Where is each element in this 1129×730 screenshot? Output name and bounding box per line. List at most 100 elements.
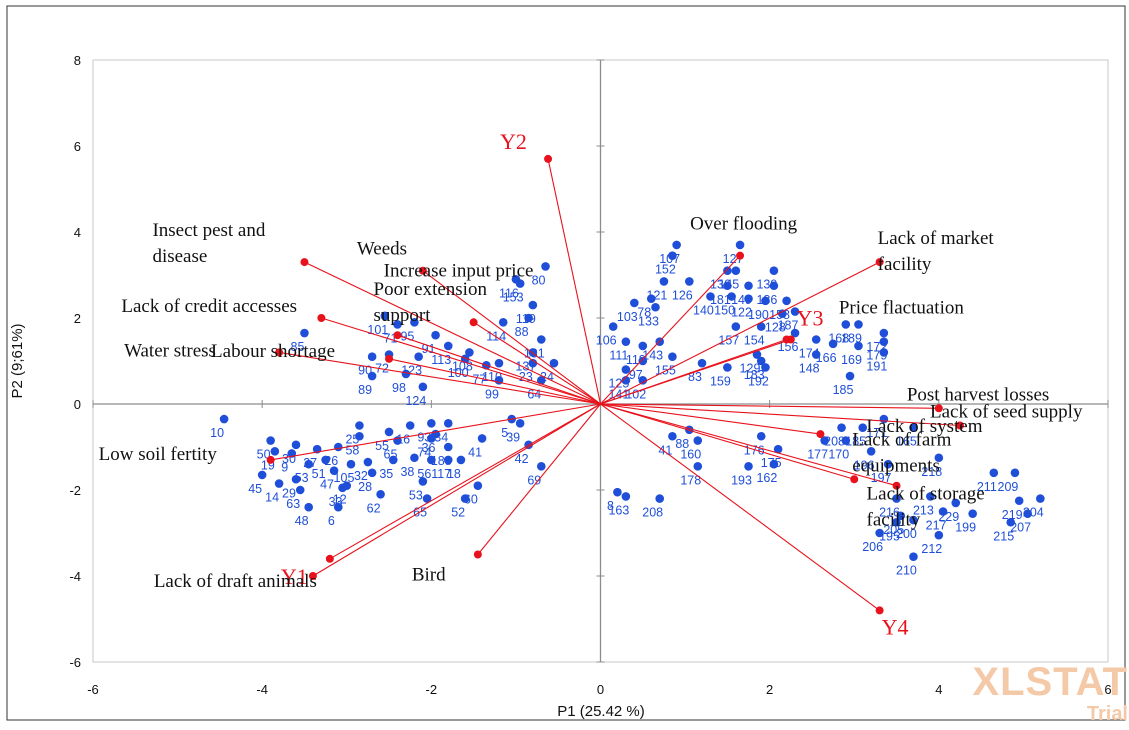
observation-point bbox=[418, 477, 428, 486]
observation-label: 189 bbox=[841, 331, 862, 345]
observation-point bbox=[380, 311, 390, 321]
observation-label: 89 bbox=[358, 383, 372, 397]
variable-vector-label: Lack of storage facility bbox=[867, 484, 985, 531]
variable-vector-label: Over flooding bbox=[690, 214, 798, 235]
observation-label: 16 bbox=[396, 433, 410, 447]
observation-point bbox=[346, 459, 356, 469]
observation-point bbox=[756, 431, 766, 441]
observation-point bbox=[811, 335, 821, 344]
observation-point bbox=[841, 320, 851, 329]
observation-label: 213 bbox=[913, 503, 934, 517]
observation-point bbox=[300, 328, 309, 338]
variable-vector-label: Post harvest losses bbox=[907, 384, 1049, 405]
observation-point bbox=[778, 309, 787, 319]
observation-point bbox=[769, 459, 779, 469]
variable-vector-line bbox=[397, 334, 601, 405]
observation-point bbox=[693, 436, 703, 445]
observation-label: 41 bbox=[658, 443, 672, 457]
observation-label: 42 bbox=[515, 452, 529, 466]
observation-label: 152 bbox=[655, 263, 676, 277]
variable-vector-point bbox=[469, 318, 478, 327]
variable-label-line: Lack of system bbox=[866, 416, 982, 437]
variable-vector-point bbox=[850, 475, 859, 484]
response-vector-line bbox=[547, 158, 602, 405]
observation-label: 150 bbox=[714, 304, 735, 318]
observation-point bbox=[756, 356, 766, 366]
variable-vector-point bbox=[934, 404, 943, 413]
variable-vector-label: Lack of market facility bbox=[878, 228, 995, 275]
observation-point bbox=[414, 352, 423, 362]
observation-point bbox=[418, 382, 428, 392]
observation-label: 12 bbox=[333, 493, 347, 507]
variable-vector-label: Lack of seed supply bbox=[930, 402, 1083, 423]
observation-point bbox=[405, 421, 415, 430]
observation-point bbox=[879, 348, 889, 357]
observation-label: 193 bbox=[731, 473, 752, 487]
observation-label: 5 bbox=[501, 426, 508, 440]
observation-point bbox=[668, 352, 677, 362]
observation-point bbox=[422, 494, 432, 503]
variable-label-line: Lack of draft animals bbox=[154, 571, 317, 592]
response-vector-label: Y1 bbox=[281, 564, 308, 589]
variable-label-line: Labour shortage bbox=[211, 341, 335, 362]
observation-label: 143 bbox=[642, 349, 663, 363]
observation-label: 88 bbox=[675, 437, 689, 451]
observation-point bbox=[989, 468, 999, 478]
variable-label-line: Bird bbox=[412, 565, 446, 586]
variable-label-line: Lack of market bbox=[878, 228, 995, 249]
observation-point bbox=[854, 320, 863, 329]
variable-vector-line bbox=[600, 261, 880, 405]
vector-labels-layer: Y1 Y2 Y3 Y4 Insect pest and disease Weeds Lack … bbox=[99, 129, 1083, 640]
variable-label-line: disease bbox=[152, 246, 207, 267]
observation-label: 26 bbox=[324, 454, 338, 468]
observation-label: 78 bbox=[637, 306, 651, 320]
variable-vector-label: Insect pest and disease bbox=[152, 220, 265, 267]
observation-point bbox=[621, 365, 631, 374]
observation-label: 156 bbox=[778, 340, 799, 354]
observation-point bbox=[266, 436, 275, 445]
observation-label: 153 bbox=[503, 291, 524, 305]
variable-vector-label: Labour shortage bbox=[211, 341, 335, 362]
observation-point bbox=[892, 494, 901, 503]
variable-vector-point bbox=[325, 554, 334, 563]
observation-label: 106 bbox=[596, 334, 617, 348]
observation-label: 178 bbox=[680, 473, 701, 487]
observation-label: 177 bbox=[807, 448, 828, 462]
variable-label-line: Over flooding bbox=[690, 214, 798, 235]
observation-label: 128 bbox=[765, 321, 786, 335]
variable-vector-label: Water stress bbox=[124, 340, 216, 361]
observation-point bbox=[744, 294, 753, 303]
variable-vector-label: Weeds bbox=[357, 239, 407, 260]
observation-label: 39 bbox=[506, 430, 520, 444]
observation-label: 185 bbox=[833, 383, 854, 397]
variable-label-line: Lack of farm bbox=[852, 429, 951, 450]
observation-point bbox=[410, 453, 419, 463]
observation-point bbox=[668, 251, 677, 260]
observation-label: 129 bbox=[740, 362, 761, 376]
observation-point bbox=[295, 485, 305, 495]
observation-label: 56 bbox=[417, 467, 431, 481]
observation-label: 6 bbox=[328, 514, 335, 528]
variable-vector-label: Lack of draft animals bbox=[154, 571, 317, 592]
variable-vector-point bbox=[300, 258, 309, 267]
observation-point bbox=[443, 455, 453, 465]
observation-point bbox=[727, 292, 736, 301]
observation-label: 51 bbox=[312, 467, 326, 481]
observation-label: 25 bbox=[345, 433, 359, 447]
observation-label: 93 bbox=[417, 430, 431, 444]
y-tick-label: -6 bbox=[69, 655, 81, 670]
variable-label-line: Insect pest and bbox=[152, 220, 265, 241]
variable-vector-line bbox=[477, 403, 601, 555]
observation-label: 80 bbox=[532, 273, 546, 287]
variable-vector-line bbox=[600, 403, 855, 480]
variable-vector-label: Lack of farm equipments bbox=[852, 429, 951, 476]
observation-label: 48 bbox=[295, 514, 309, 528]
observation-point bbox=[769, 281, 779, 291]
observation-label: 63 bbox=[286, 497, 300, 511]
response-vector-label: Y2 bbox=[500, 129, 527, 154]
observation-label: 88 bbox=[515, 325, 529, 339]
response-vector-point bbox=[308, 572, 317, 580]
observation-label: 140 bbox=[693, 304, 714, 318]
variable-vector-point bbox=[816, 430, 825, 439]
variable-vector-line bbox=[600, 403, 961, 427]
